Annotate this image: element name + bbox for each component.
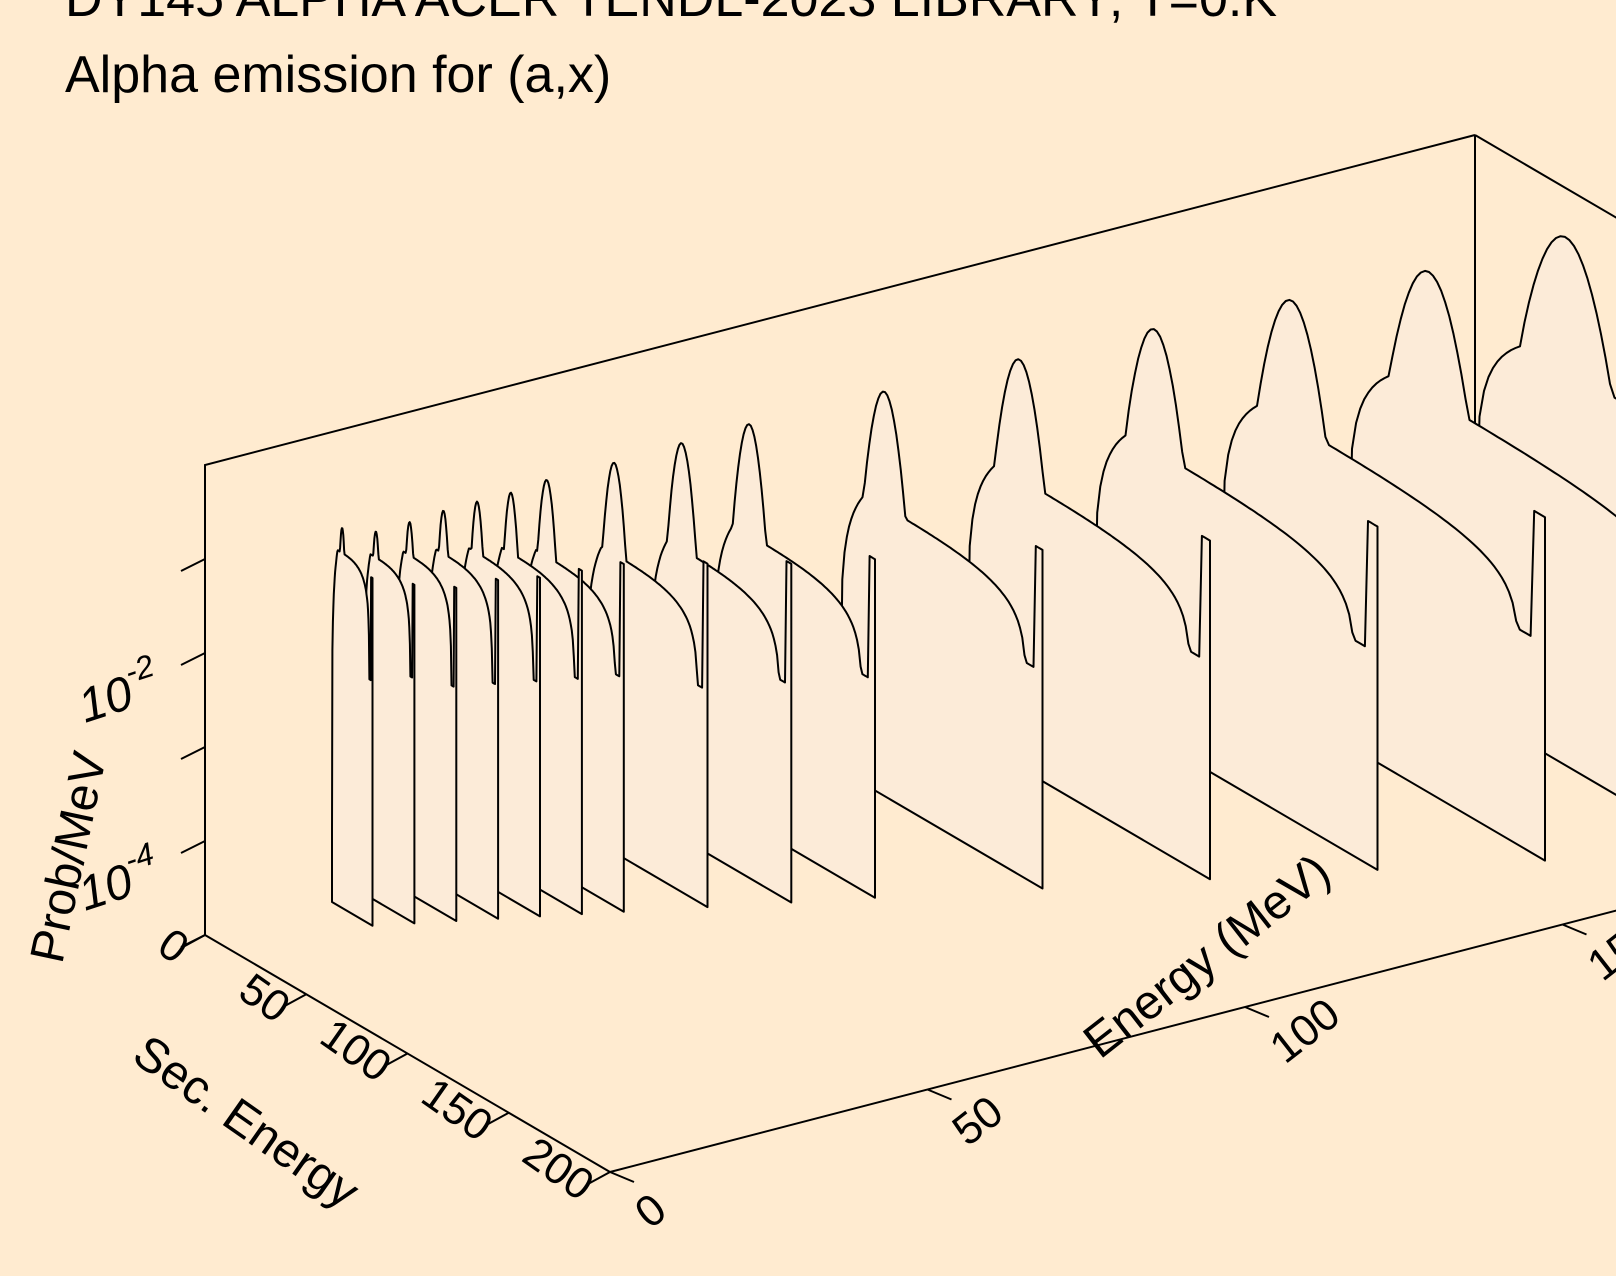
y-tick-label: 100 <box>1261 989 1349 1073</box>
chart-subtitle: Alpha emission for (a,x) <box>65 46 611 104</box>
x-tick-label: 200 <box>514 1128 602 1210</box>
x-tick-50 <box>283 993 307 1008</box>
spectrum-slice-25 <box>362 530 416 925</box>
x-tick-200 <box>587 1171 611 1185</box>
z-tick <box>180 558 206 572</box>
z-tick <box>180 746 206 760</box>
y-tick-0 <box>609 1171 635 1183</box>
y-tick-100 <box>1244 1006 1270 1018</box>
y-tick-label: 50 <box>943 1087 1012 1156</box>
x-tick-100 <box>385 1052 408 1067</box>
x-tick-label: 0 <box>149 919 197 973</box>
y-tick-150 <box>1562 923 1587 936</box>
back-wall-left <box>204 134 1476 935</box>
back-wall-right <box>1474 134 1616 219</box>
x-tick-label: 100 <box>312 1009 400 1091</box>
z-tick <box>180 652 206 666</box>
y-tick-label: 0 <box>626 1184 675 1238</box>
x-tick-150 <box>486 1111 510 1126</box>
data-slices <box>331 235 1616 927</box>
z-tick <box>180 934 206 948</box>
y-tick-50 <box>927 1088 952 1101</box>
spectrum-slice-20 <box>331 527 374 927</box>
x-tick-label: 50 <box>230 964 298 1032</box>
z-axis-title: Prob/MeV <box>21 748 117 968</box>
z-tick <box>180 840 206 854</box>
spectrum-slice-160 <box>1220 298 1546 862</box>
spectrum-slice-100 <box>839 390 1044 890</box>
z-tick-label: 10-2 <box>72 647 158 733</box>
x-tick-label: 150 <box>413 1069 501 1151</box>
chart-title: DY145 ALPHA ACER TENDL-2023 LIBRARY; T=0… <box>65 0 1277 28</box>
